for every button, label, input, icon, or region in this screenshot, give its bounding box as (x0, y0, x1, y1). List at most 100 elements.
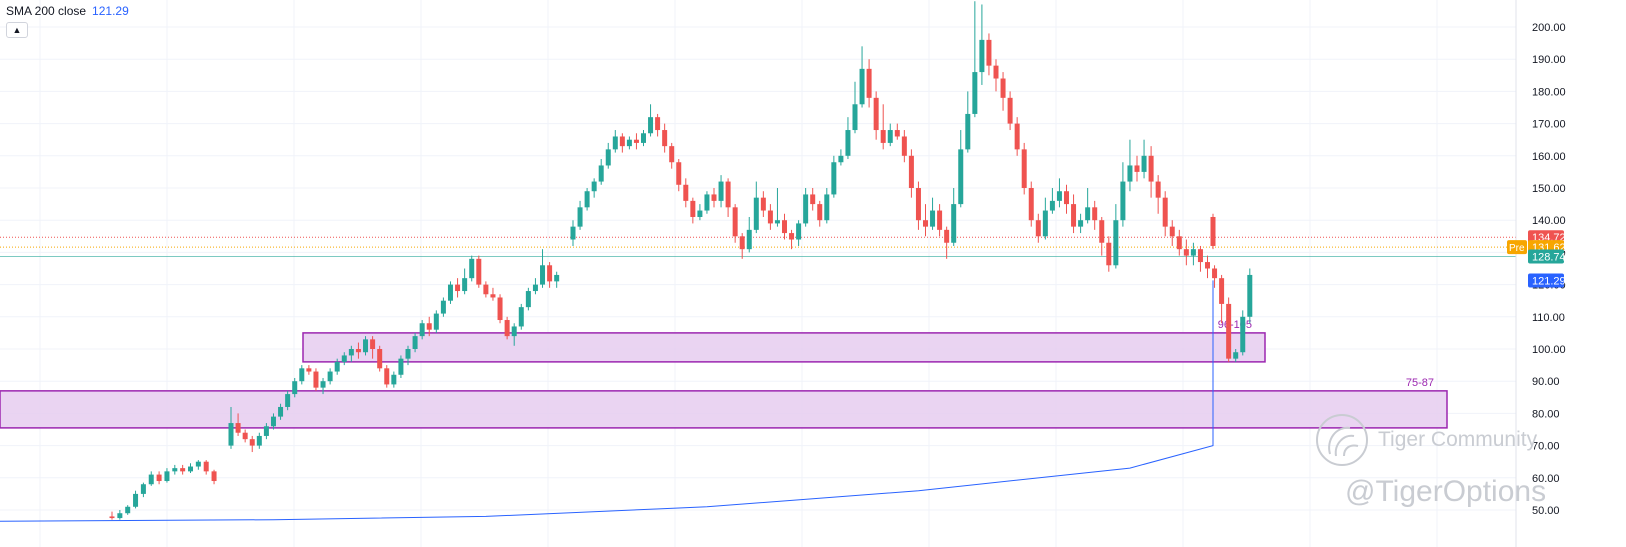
candle-body (1071, 204, 1077, 227)
candle-body (256, 435, 262, 446)
tiger-logo (1316, 414, 1368, 466)
candle-body (228, 423, 234, 446)
price-label-horizontal-line (1528, 249, 1564, 264)
candle-body (1148, 155, 1154, 182)
candle-body (711, 194, 717, 201)
candle-body (133, 493, 139, 507)
price-tick-label: 100.00 (1532, 344, 1566, 356)
price-tick-label: 160.00 (1532, 151, 1566, 163)
pre-market-tag (1507, 240, 1527, 255)
candle-body (525, 291, 531, 308)
price-tick-label: 50.00 (1532, 505, 1560, 517)
candle-body (117, 513, 123, 519)
candle-body (447, 284, 453, 301)
candle-body (1233, 352, 1239, 359)
candle-body (810, 194, 816, 205)
candle-body (1212, 268, 1218, 279)
price-tick-label: 180.00 (1532, 86, 1566, 98)
candle-body (598, 165, 604, 182)
support-zones: 96-105 75-87 (0, 319, 1448, 429)
candle-body (1141, 155, 1147, 172)
candle-body (923, 220, 928, 227)
candle-body (774, 220, 780, 224)
candle-body (746, 229, 752, 250)
candle-body (753, 197, 759, 230)
candle-body (497, 297, 503, 321)
candle-body (398, 358, 404, 375)
candle-body (203, 461, 209, 472)
indicator-value: 121.29 (92, 4, 129, 18)
candle-body (462, 278, 468, 292)
candle-body (1064, 191, 1069, 205)
candle-body (235, 423, 241, 433)
candle-body (1183, 249, 1189, 256)
candle-body (469, 258, 475, 279)
candle-body (1219, 278, 1225, 304)
candle-body (880, 130, 886, 143)
candle-body (1127, 165, 1133, 182)
candle-body (1134, 165, 1140, 172)
support-zone (302, 332, 1266, 363)
candle-body (1240, 316, 1246, 353)
price-tick-label: 80.00 (1532, 408, 1560, 420)
candle-body (619, 136, 625, 147)
candle-body (789, 233, 795, 240)
candle-body (817, 204, 823, 221)
candle-body (951, 204, 957, 243)
candle-body (377, 349, 383, 369)
candle-body (1000, 78, 1006, 98)
price-tick-label: 140.00 (1532, 215, 1566, 227)
price-tick-label: 70.00 (1532, 441, 1560, 453)
candle-body (109, 516, 115, 519)
candle-body (540, 265, 546, 285)
candle-body (405, 349, 411, 359)
candle-body (683, 184, 689, 201)
candle-body (655, 117, 661, 131)
candle-body (483, 284, 489, 295)
candle-body (760, 197, 766, 211)
candle-body (292, 381, 298, 395)
candle-body (1056, 191, 1062, 201)
candle-body (972, 72, 978, 114)
price-label-text: 121.29 (1532, 275, 1566, 287)
chevron-up-icon[interactable]: ▲ (6, 22, 28, 38)
candle-body (584, 191, 590, 208)
candle-body (838, 155, 844, 163)
candle-body (633, 139, 639, 143)
candle-body (348, 349, 354, 356)
candle-body (455, 284, 461, 292)
watermark-handle: @TigerOptions (1345, 475, 1547, 508)
candle-body (1106, 242, 1112, 266)
candle-body (164, 471, 170, 482)
price-label-text: 128.74 (1532, 251, 1566, 263)
candle-body (767, 210, 773, 224)
candle-body (242, 432, 248, 440)
candle-body (887, 130, 893, 143)
candle-body (426, 323, 432, 330)
candle-body (278, 406, 284, 417)
candle-body (605, 149, 611, 166)
candle-body (718, 181, 724, 201)
candle-body (270, 416, 276, 427)
candle-body (796, 223, 802, 240)
candle-body (1226, 303, 1232, 359)
candle-body (782, 220, 787, 234)
candle-body (1042, 210, 1048, 237)
candle-body (1205, 262, 1210, 269)
candle-body (195, 461, 201, 467)
candle-body (894, 130, 900, 137)
price-tick-label: 170.00 (1532, 119, 1566, 131)
candle-body (852, 104, 858, 131)
candle-body (1120, 181, 1126, 221)
candle-body (532, 284, 538, 292)
candle-body (384, 368, 390, 385)
candle-body (306, 368, 312, 372)
watermark-community: Tiger Community (1378, 428, 1538, 451)
candle-body (249, 439, 255, 446)
candle-body (803, 194, 809, 224)
candle-body (1049, 200, 1055, 211)
candle-body (1092, 207, 1098, 221)
candle-body (591, 181, 597, 192)
